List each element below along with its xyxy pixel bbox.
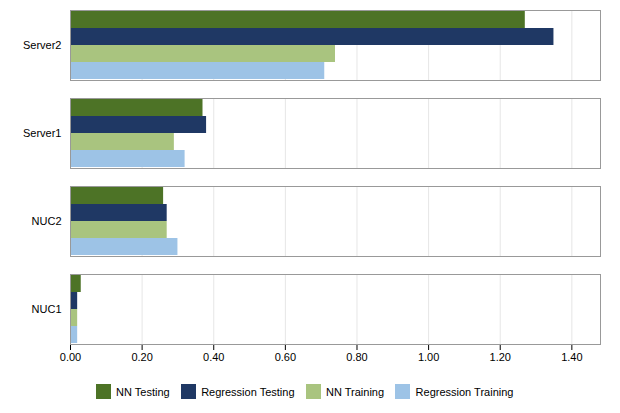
svg-text:1.40: 1.40: [561, 351, 582, 363]
svg-text:0.00: 0.00: [60, 351, 81, 363]
svg-text:NUC2: NUC2: [32, 215, 62, 227]
svg-text:0.20: 0.20: [131, 351, 152, 363]
svg-text:Server2: Server2: [23, 39, 62, 51]
svg-text:0.80: 0.80: [346, 351, 367, 363]
html-text:Regression Testing: Regression Testing: [201, 385, 295, 398]
html-text:Regression Training: Regression Training: [415, 385, 514, 398]
html-text:NN Testing: NN Testing: [116, 385, 170, 398]
svg-text:Server1: Server1: [23, 127, 62, 139]
svg-text:1.20: 1.20: [490, 351, 511, 363]
svg-text:1.00: 1.00: [418, 351, 439, 363]
html-text:NN Training: NN Training: [326, 385, 385, 398]
svg-text:0.60: 0.60: [275, 351, 296, 363]
svg-text:0.40: 0.40: [203, 351, 224, 363]
svg-text:NUC1: NUC1: [32, 303, 62, 315]
